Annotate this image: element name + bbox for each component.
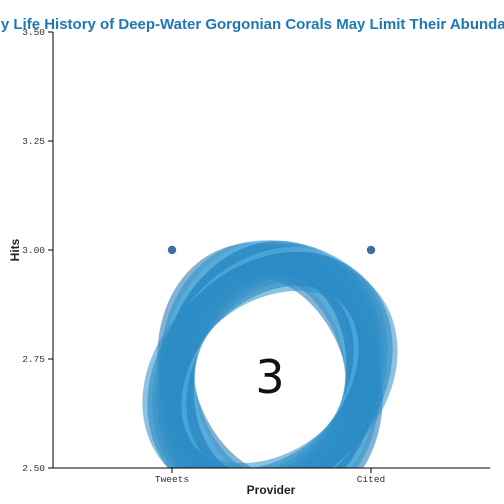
y-tick-label: 2.50 (22, 463, 45, 474)
y-tick-label: 3.25 (22, 136, 45, 147)
y-axis-ticks: 2.50 2.75 3.00 3.25 3.50 (22, 27, 53, 474)
x-tick-label: Cited (357, 474, 386, 485)
x-axis-title: Provider (247, 483, 296, 497)
data-points (167, 245, 376, 255)
data-point (366, 245, 376, 255)
badge-score: 3 (255, 350, 284, 404)
y-tick-label: 3.50 (22, 27, 45, 38)
x-tick-label: Tweets (155, 474, 189, 485)
y-axis-title: Hits (8, 238, 22, 261)
y-tick-label: 3.00 (22, 245, 45, 256)
altmetric-badge: 3 (142, 240, 398, 468)
data-point (167, 245, 177, 255)
chart-title: Early Life History of Deep-Water Gorgoni… (0, 16, 504, 33)
y-tick-label: 2.75 (22, 354, 45, 365)
x-axis-ticks: Tweets Cited (155, 468, 385, 485)
badge-ring-segment (142, 256, 398, 468)
badge-center (218, 311, 322, 443)
